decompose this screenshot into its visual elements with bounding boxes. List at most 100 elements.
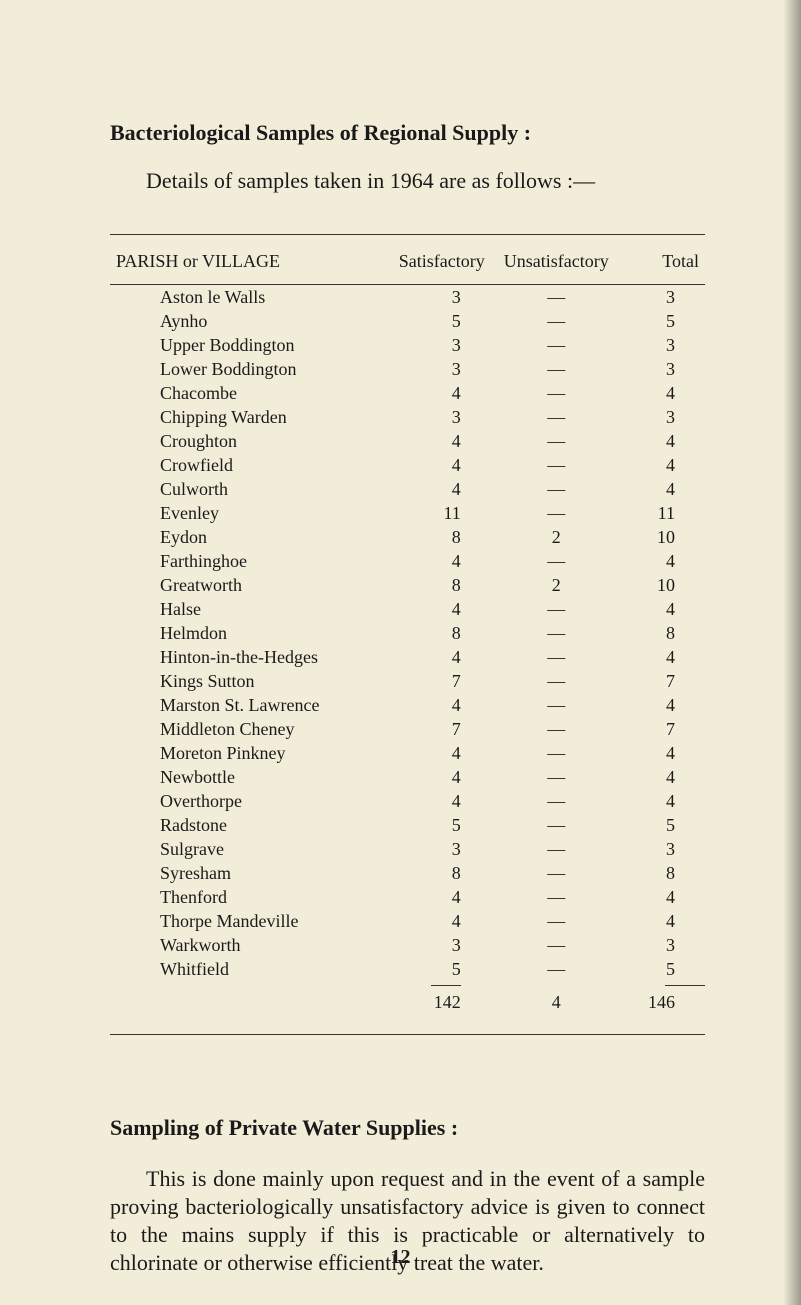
cell-parish: Eydon [110, 525, 384, 549]
table-row: Evenley11—11 [110, 501, 705, 525]
table-row: Radstone5—5 [110, 813, 705, 837]
cell-total: 5 [622, 309, 705, 333]
col-satisfactory: Satisfactory [384, 235, 491, 285]
cell-satisfactory: 4 [384, 765, 491, 789]
cell-total: 4 [622, 477, 705, 501]
cell-satisfactory: 4 [384, 885, 491, 909]
cell-total: 4 [622, 429, 705, 453]
cell-unsatisfactory: — [491, 357, 622, 381]
table-row: Halse4—4 [110, 597, 705, 621]
cell-total: 3 [622, 333, 705, 357]
cell-unsatisfactory: — [491, 957, 622, 981]
table-row: Thorpe Mandeville4—4 [110, 909, 705, 933]
cell-unsatisfactory: — [491, 309, 622, 333]
cell-total: 10 [622, 525, 705, 549]
table-row: Kings Sutton7—7 [110, 669, 705, 693]
table-row: Middleton Cheney7—7 [110, 717, 705, 741]
cell-unsatisfactory: 2 [491, 573, 622, 597]
cell-satisfactory: 4 [384, 789, 491, 813]
cell-total: 3 [622, 357, 705, 381]
cell-unsatisfactory: — [491, 429, 622, 453]
cell-total: 7 [622, 717, 705, 741]
cell-parish: Kings Sutton [110, 669, 384, 693]
section-subtext: Details of samples taken in 1964 are as … [146, 168, 711, 194]
table-row: Culworth4—4 [110, 477, 705, 501]
table-row: Aynho5—5 [110, 309, 705, 333]
totals-rule-row [110, 981, 705, 990]
cell-parish: Overthorpe [110, 789, 384, 813]
table-row: Warkworth3—3 [110, 933, 705, 957]
cell-parish: Culworth [110, 477, 384, 501]
cell-satisfactory: 3 [384, 405, 491, 429]
cell-parish: Warkworth [110, 933, 384, 957]
cell-unsatisfactory: — [491, 933, 622, 957]
cell-parish: Chipping Warden [110, 405, 384, 429]
cell-parish: Aston le Walls [110, 285, 384, 310]
cell-total: 5 [622, 957, 705, 981]
cell-total: 3 [622, 405, 705, 429]
table-row: Hinton-in-the-Hedges4—4 [110, 645, 705, 669]
table-row: Helmdon8—8 [110, 621, 705, 645]
cell-unsatisfactory: — [491, 837, 622, 861]
cell-unsatisfactory: — [491, 693, 622, 717]
cell-satisfactory: 8 [384, 573, 491, 597]
samples-table: PARISH or VILLAGE Satisfactory Unsatisfa… [110, 235, 705, 1014]
cell-satisfactory: 8 [384, 861, 491, 885]
totals-total: 146 [622, 990, 705, 1014]
cell-parish: Hinton-in-the-Hedges [110, 645, 384, 669]
table-row: Syresham8—8 [110, 861, 705, 885]
cell-satisfactory: 3 [384, 933, 491, 957]
cell-parish: Crowfield [110, 453, 384, 477]
col-total: Total [622, 235, 705, 285]
cell-total: 4 [622, 597, 705, 621]
cell-satisfactory: 4 [384, 477, 491, 501]
cell-unsatisfactory: — [491, 669, 622, 693]
section-title-bacteriological: Bacteriological Samples of Regional Supp… [110, 120, 711, 146]
table-row: Moreton Pinkney4—4 [110, 741, 705, 765]
cell-total: 4 [622, 741, 705, 765]
cell-unsatisfactory: — [491, 501, 622, 525]
table-row: Eydon8210 [110, 525, 705, 549]
cell-total: 4 [622, 453, 705, 477]
cell-parish: Croughton [110, 429, 384, 453]
cell-satisfactory: 4 [384, 693, 491, 717]
rule-total [665, 985, 705, 986]
cell-unsatisfactory: — [491, 765, 622, 789]
cell-total: 4 [622, 549, 705, 573]
cell-unsatisfactory: — [491, 477, 622, 501]
table-row: Lower Boddington3—3 [110, 357, 705, 381]
cell-total: 3 [622, 933, 705, 957]
cell-total: 4 [622, 381, 705, 405]
section-title-private-supplies: Sampling of Private Water Supplies : [110, 1115, 711, 1141]
cell-unsatisfactory: — [491, 789, 622, 813]
table-row: Aston le Walls3—3 [110, 285, 705, 310]
cell-parish: Evenley [110, 501, 384, 525]
page-shadow [783, 0, 801, 1305]
cell-satisfactory: 4 [384, 453, 491, 477]
cell-unsatisfactory: — [491, 741, 622, 765]
table-body: Aston le Walls3—3Aynho5—5Upper Boddingto… [110, 285, 705, 1015]
rule-satisfactory [431, 985, 461, 986]
table-row: Crowfield4—4 [110, 453, 705, 477]
cell-parish: Halse [110, 597, 384, 621]
cell-parish: Whitfield [110, 957, 384, 981]
table-row: Chipping Warden3—3 [110, 405, 705, 429]
table-row: Croughton4—4 [110, 429, 705, 453]
table-row: Whitfield5—5 [110, 957, 705, 981]
totals-satisfactory: 142 [384, 990, 491, 1014]
cell-total: 4 [622, 693, 705, 717]
page-number: 12 [0, 1246, 801, 1269]
cell-unsatisfactory: — [491, 285, 622, 310]
cell-unsatisfactory: — [491, 333, 622, 357]
cell-satisfactory: 4 [384, 597, 491, 621]
cell-satisfactory: 5 [384, 957, 491, 981]
cell-unsatisfactory: — [491, 549, 622, 573]
cell-unsatisfactory: — [491, 861, 622, 885]
cell-parish: Chacombe [110, 381, 384, 405]
cell-parish: Sulgrave [110, 837, 384, 861]
cell-satisfactory: 5 [384, 309, 491, 333]
col-unsatisfactory: Unsatisfactory [491, 235, 622, 285]
table-row: Farthinghoe4—4 [110, 549, 705, 573]
table-header-row: PARISH or VILLAGE Satisfactory Unsatisfa… [110, 235, 705, 285]
table-row: Chacombe4—4 [110, 381, 705, 405]
